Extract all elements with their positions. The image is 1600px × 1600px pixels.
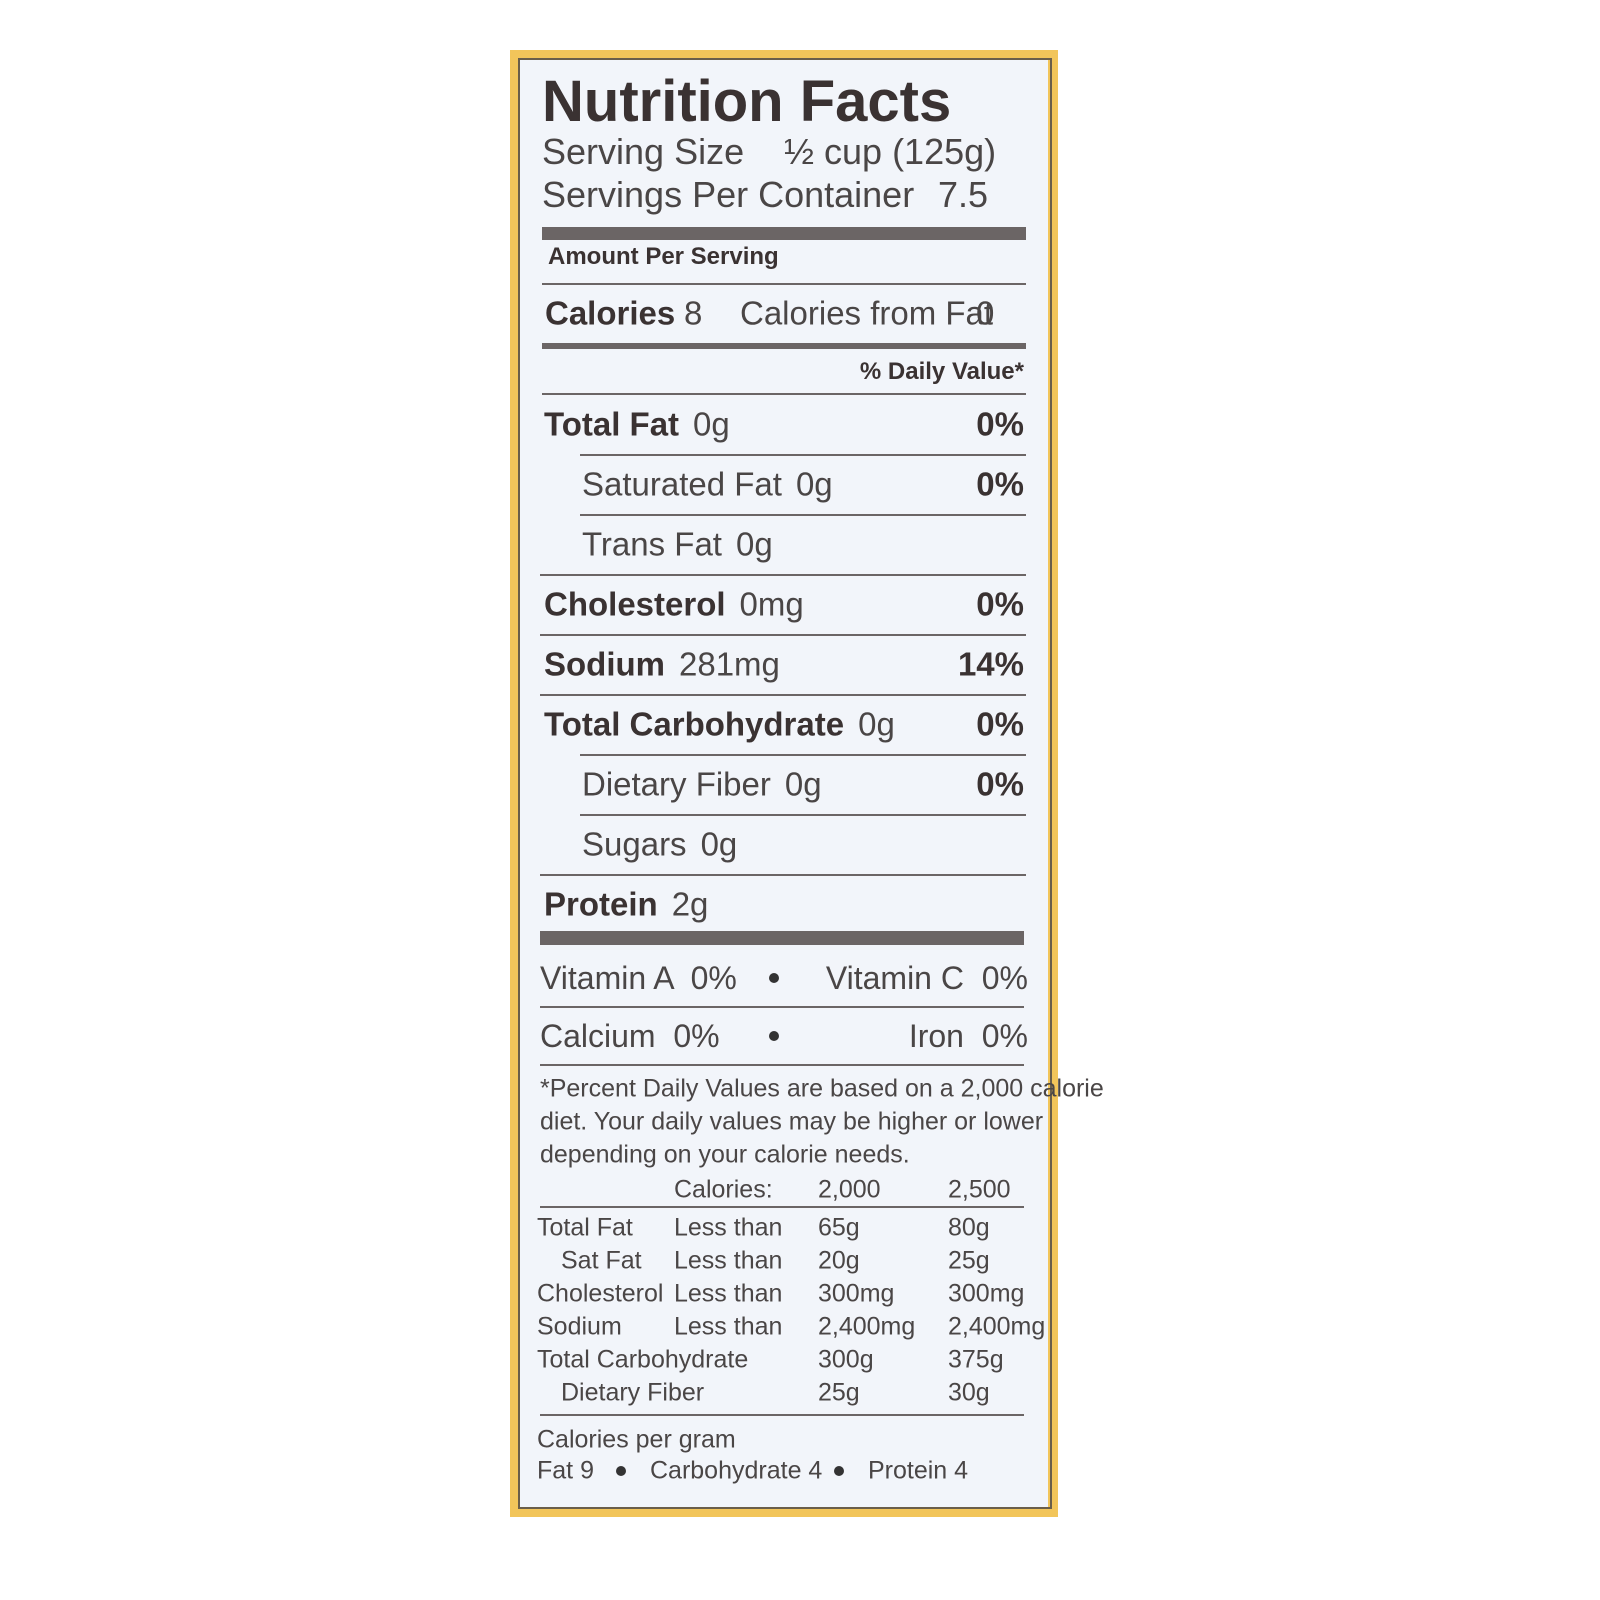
bullet [834,1466,844,1476]
calories-label: Calories [545,294,676,332]
servings-label: Servings Per Container [542,174,915,215]
footnote-line: depending on your calorie needs. [540,1140,910,1169]
rule [540,574,1026,576]
bullet [769,1031,779,1041]
rule [540,1414,1024,1416]
rule [580,814,1026,816]
rule [580,454,1026,456]
calories-fat-label: Calories from Fat [740,294,994,332]
reference-cell: 2,400mg [948,1312,1046,1341]
calories-value: 8 [684,294,703,332]
nutrient-amount: 0g [735,525,773,563]
label-panel [518,58,1052,1509]
rule [540,694,1026,696]
reference-cell: 80g [948,1213,990,1242]
nutrient-name: Trans Fat [582,525,722,563]
calories-per-gram-item: Protein 4 [868,1456,969,1485]
nutrient-amount: 0mg [739,585,804,623]
nutrient-name: Total Fat [544,405,680,443]
nutrient-daily-value: 0% [976,585,1024,623]
medium-rule [542,343,1026,349]
rule [540,1206,1024,1208]
rule [540,634,1026,636]
reference-cell: Sodium [537,1312,622,1341]
reference-cell: Cholesterol [537,1279,664,1308]
calories-fat-value: 0 [976,294,995,332]
nutrient-daily-value: 0% [976,765,1024,803]
reference-cell: 20g [818,1246,860,1275]
rule [540,1006,1024,1008]
rule [540,1064,1024,1066]
nutrient-daily-value: 0% [976,465,1024,503]
reference-header: 2,500 [948,1175,1011,1204]
reference-cell: 2,400mg [818,1312,916,1341]
nutrient-name: Total Carbohydrate [544,705,845,743]
vitamin: Vitamin C 0% [825,960,1028,996]
nutrient-daily-value: 0% [976,705,1024,743]
nutrient-name: Sodium [544,645,665,683]
reference-cell: 375g [948,1345,1004,1374]
reference-cell: 300mg [818,1279,895,1308]
footnote-line: *Percent Daily Values are based on a 2,0… [540,1074,1104,1103]
nutrient-name: Protein [544,885,658,923]
nutrient-daily-value: 14% [957,645,1024,683]
reference-cell: 300g [818,1345,874,1374]
reference-cell: Dietary Fiber [561,1378,705,1407]
reference-cell: Less than [674,1213,783,1242]
reference-cell: Total Carbohydrate [537,1345,749,1374]
rule [542,283,1026,285]
title: Nutrition Facts [542,69,952,134]
nutrient-name: Cholesterol [544,585,726,623]
nutrient-amount: 2g [671,885,709,923]
reference-cell: Less than [674,1312,783,1341]
vitamin: Iron 0% [908,1018,1028,1054]
calories-per-gram-item: Carbohydrate 4 [650,1456,823,1485]
reference-cell: Sat Fat [561,1246,642,1275]
nutrient-daily-value: 0% [976,405,1024,443]
vitamin: Vitamin A 0% [540,960,737,996]
nutrient-amount: 0g [858,705,895,743]
servings-value: 7.5 [938,174,989,215]
reference-cell: 25g [948,1246,990,1275]
nutrient-name: Saturated Fat [582,465,782,503]
nutrient-amount: 0g [784,765,822,803]
vitamin: Calcium 0% [540,1018,720,1054]
reference-header: Calories: [674,1175,773,1204]
calories-per-gram-label: Calories per gram [537,1425,736,1454]
reference-header: 2,000 [818,1175,881,1204]
rule [580,754,1026,756]
serving-size-label: Serving Size [542,131,745,172]
reference-cell: Less than [674,1246,783,1275]
calories-per-gram-item: Fat 9 [537,1456,594,1485]
amount-per-serving: Amount Per Serving [548,243,779,270]
rule [540,874,1026,876]
rule [580,514,1026,516]
rule [542,393,1026,395]
nutrient-amount: 0g [795,465,833,503]
reference-cell: 30g [948,1378,990,1407]
thick-rule [540,931,1024,945]
footnote-line: diet. Your daily values may be higher or… [540,1107,1044,1136]
bullet [769,973,779,983]
nutrient-amount: 0g [693,405,730,443]
nutrient-amount: 0g [700,825,738,863]
reference-cell: 65g [818,1213,860,1242]
nutrient-amount: 281mg [679,645,780,683]
reference-cell: 25g [818,1378,860,1407]
daily-value-header: % Daily Value* [859,358,1024,385]
reference-cell: 300mg [948,1279,1025,1308]
bullet [616,1466,626,1476]
nutrient-name: Dietary Fiber [582,765,771,803]
reference-cell: Less than [674,1279,783,1308]
label-border [510,50,1058,1517]
serving-size-value: ½ cup (125g) [784,131,997,172]
nutrient-name: Sugars [582,825,687,863]
reference-cell: Total Fat [537,1213,633,1242]
thick-rule [542,227,1026,240]
